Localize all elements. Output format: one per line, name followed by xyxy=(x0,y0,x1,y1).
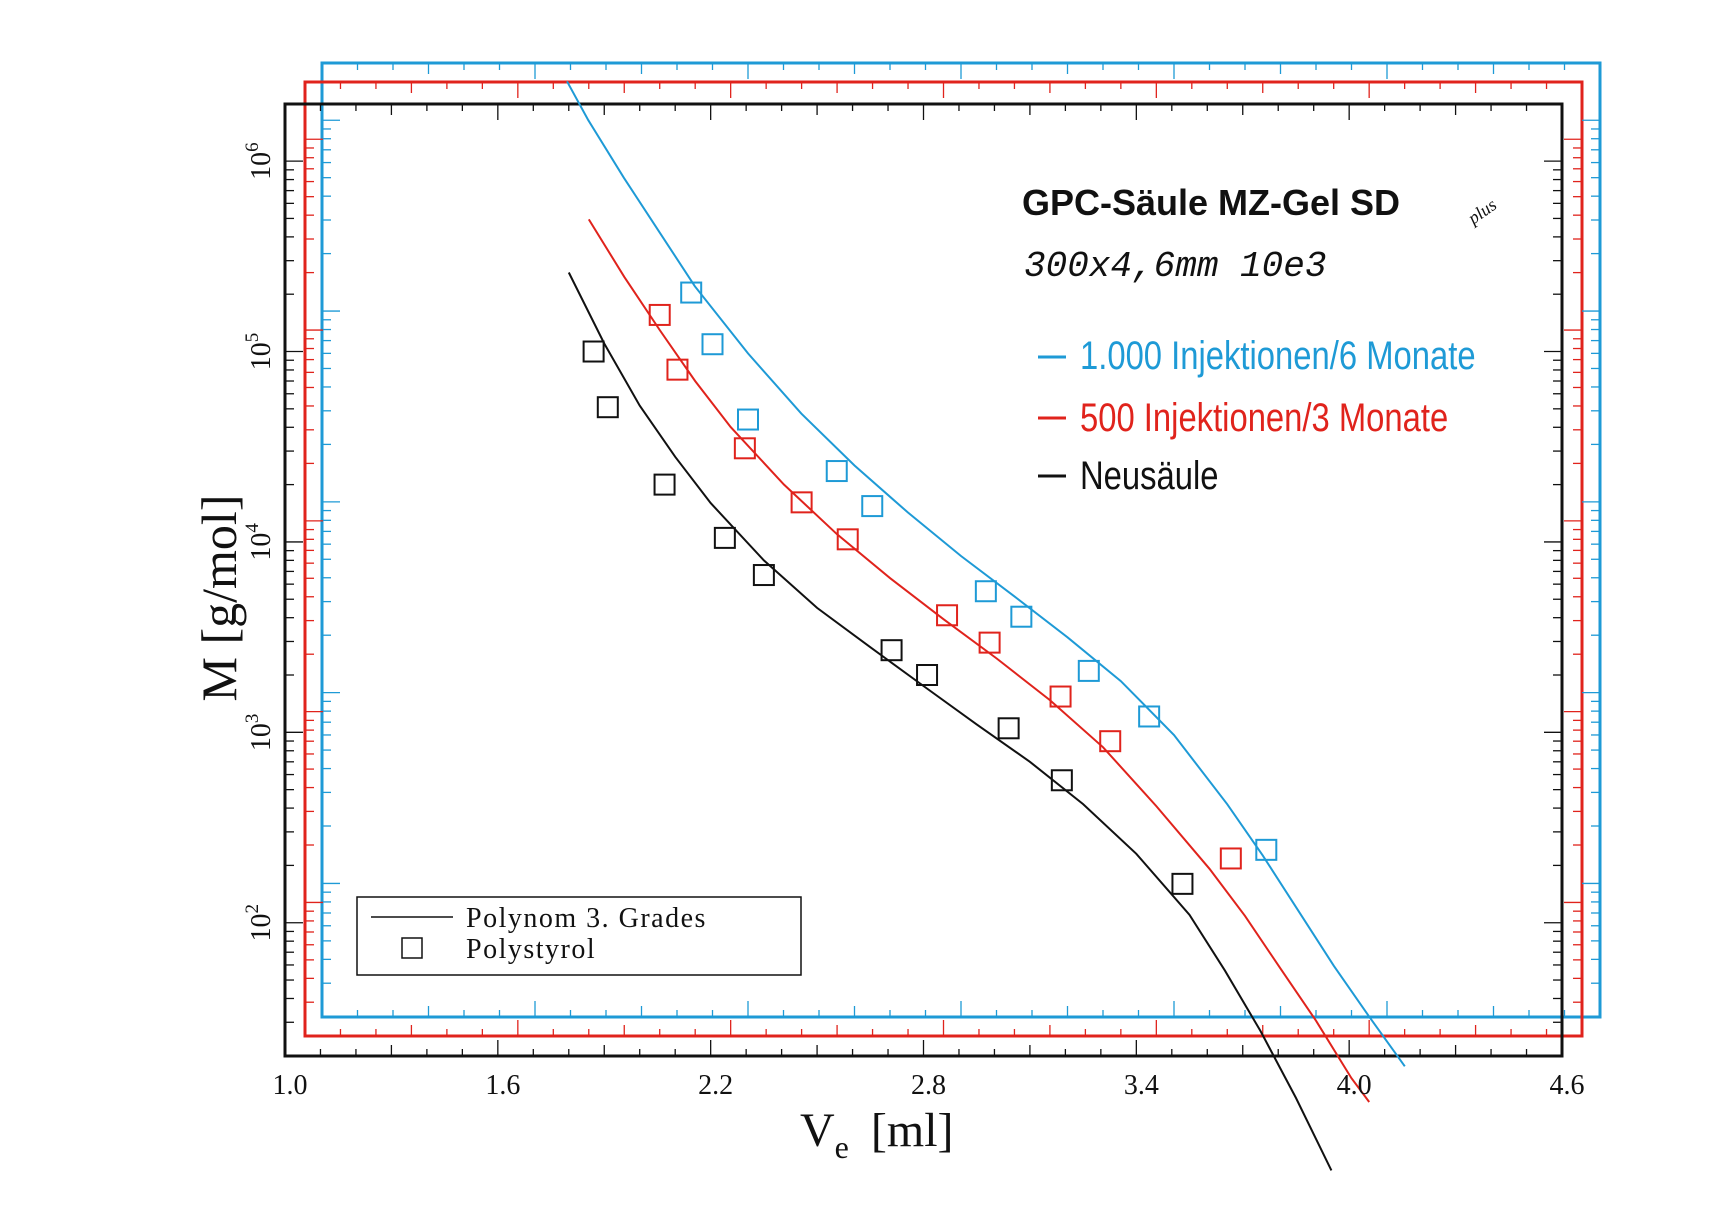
x-axis-label: Ve [ml] xyxy=(800,1104,954,1165)
x-tick-label: 2.8 xyxy=(911,1070,946,1101)
y-tick-label: 103 xyxy=(242,714,277,752)
data-point-series-0 xyxy=(861,495,884,518)
data-point-series-1 xyxy=(666,358,689,381)
data-point-series-0 xyxy=(737,408,759,431)
legend-label-blue: 1.000 Injektionen/6 Monate xyxy=(1080,333,1476,378)
frame-top-right-1 xyxy=(303,80,1584,1038)
y-tick-label: 105 xyxy=(242,333,277,371)
x-tick-labels: 1.0 1.6 2.2 2.8 3.4 4.0 4.6 xyxy=(273,1070,1585,1101)
x-tick-label: 1.0 xyxy=(273,1070,308,1101)
marker-legend: Polynom 3. Grades Polystyrol xyxy=(356,896,802,976)
y-tick-exponent: 5 xyxy=(242,333,263,343)
y-tick-exponent: 6 xyxy=(242,142,263,152)
x-tick-label: 2.2 xyxy=(698,1070,733,1101)
chart-subtitle: 300x4,6mm 10e3 xyxy=(1024,246,1326,287)
y-tick-label: 106 xyxy=(242,142,277,180)
legend-label-black: Neusäule xyxy=(1080,453,1219,498)
data-point-series-0 xyxy=(680,281,703,304)
y-tick-label: 104 xyxy=(242,523,277,561)
data-point-series-1 xyxy=(790,491,813,514)
y-tick-label-text: 103 xyxy=(242,714,277,752)
y-tick-base: 10 xyxy=(246,913,277,941)
data-point-series-0 xyxy=(974,580,997,603)
data-point-series-1 xyxy=(733,437,756,460)
series-legend: 1.000 Injektionen/6 Monate 500 Injektion… xyxy=(1038,333,1476,498)
y-tick-label-text: 102 xyxy=(242,904,277,942)
fit-curves xyxy=(566,80,1406,1171)
data-point-series-1 xyxy=(978,631,1001,654)
y-tick-label-text: 106 xyxy=(242,142,277,180)
data-point-series-2 xyxy=(880,639,903,662)
data-point-series-0 xyxy=(1010,605,1033,628)
data-point-series-1 xyxy=(648,303,671,326)
legend-label-red: 500 Injektionen/3 Monate xyxy=(1080,395,1448,440)
data-point-series-0 xyxy=(1255,838,1278,861)
data-point-series-0 xyxy=(1077,659,1100,682)
data-point-series-1 xyxy=(1049,685,1072,708)
y-tick-base: 10 xyxy=(246,533,277,561)
data-point-series-2 xyxy=(582,340,605,363)
data-point-series-2 xyxy=(596,396,619,419)
y-tick-label: 102 xyxy=(242,904,277,942)
data-point-series-1 xyxy=(1099,730,1122,753)
x-tick-label: 1.6 xyxy=(485,1070,520,1101)
y-tick-label-text: 104 xyxy=(242,523,277,561)
fit-curve-series-2 xyxy=(567,272,1333,1171)
data-point-series-2 xyxy=(653,473,676,496)
chart-title: GPC-Säule MZ-Gel SD xyxy=(1022,182,1400,223)
marker-legend-square-sample xyxy=(401,937,423,959)
y-tick-base: 10 xyxy=(246,723,277,751)
y-axis-label: M [g/mol] xyxy=(191,495,247,702)
fit-curve-series-0 xyxy=(566,80,1406,1067)
y-tick-base: 10 xyxy=(246,152,277,180)
marker-legend-line-label: Polynom 3. Grades xyxy=(466,903,707,934)
data-point-series-1 xyxy=(1219,847,1242,870)
y-tick-label-text: 105 xyxy=(242,333,277,371)
data-point-series-1 xyxy=(936,604,959,627)
data-point-series-2 xyxy=(1171,872,1194,895)
data-point-series-2 xyxy=(1050,769,1073,792)
data-point-series-0 xyxy=(825,460,848,483)
y-tick-exponent: 4 xyxy=(242,523,263,533)
data-point-series-0 xyxy=(701,333,724,356)
fit-curve-series-1 xyxy=(587,218,1371,1103)
x-tick-label: 4.0 xyxy=(1337,1070,1372,1101)
axis-ticks xyxy=(284,63,1601,1057)
data-point-series-2 xyxy=(997,717,1020,740)
data-point-series-0 xyxy=(1138,705,1161,728)
chart-title-superscript: plus xyxy=(1462,194,1500,229)
marker-legend-marker-label: Polystyrol xyxy=(466,934,596,965)
data-point-series-2 xyxy=(713,526,736,549)
y-tick-base: 10 xyxy=(246,342,277,370)
y-tick-exponent: 2 xyxy=(242,904,263,914)
data-point-series-1 xyxy=(836,528,859,551)
data-markers xyxy=(582,281,1278,895)
y-tick-exponent: 3 xyxy=(242,714,263,724)
data-point-series-2 xyxy=(752,564,775,587)
marker-legend-box xyxy=(356,896,802,976)
frame-top-right-2 xyxy=(320,61,1602,1019)
data-point-series-2 xyxy=(916,664,939,687)
x-tick-label: 3.4 xyxy=(1124,1070,1159,1101)
x-tick-label: 4.6 xyxy=(1550,1070,1585,1101)
